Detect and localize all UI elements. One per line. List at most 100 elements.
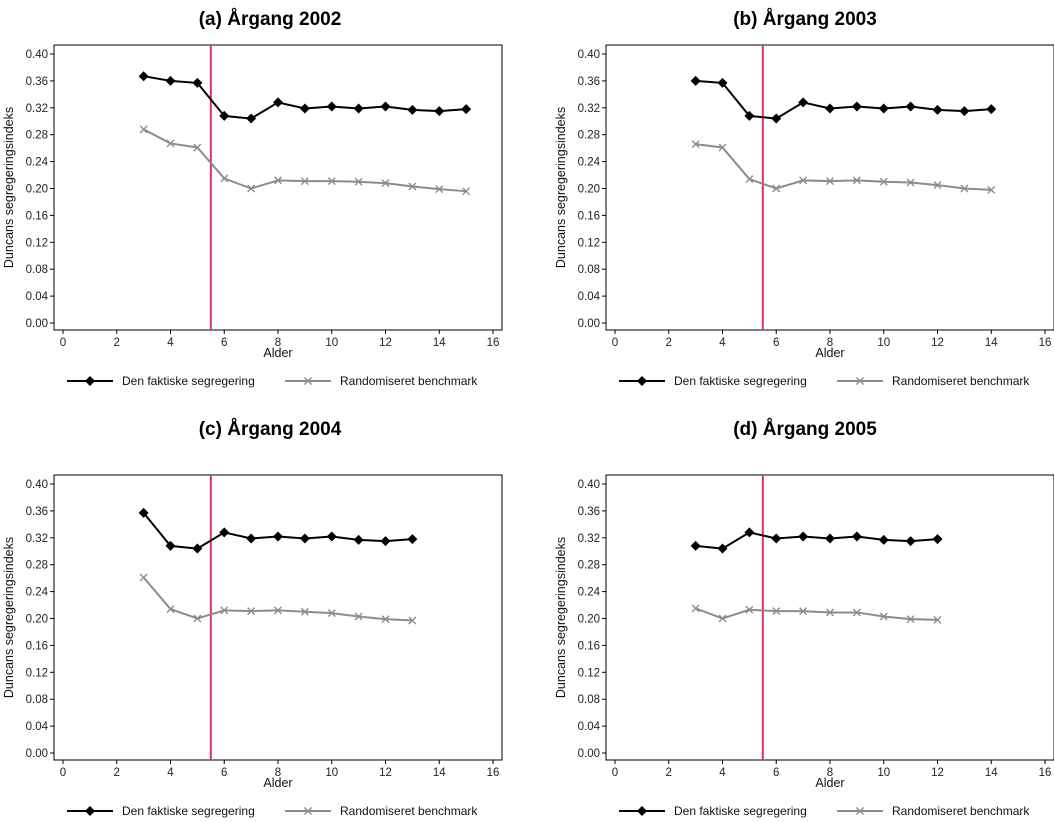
x-tick-label: 4 (719, 767, 726, 779)
data-point-actual (326, 531, 337, 542)
y-tick-label: 0.08 (26, 264, 48, 276)
legend-marker-actual (85, 806, 95, 816)
series-line-benchmark (142, 576, 413, 622)
data-point-actual (219, 110, 230, 121)
y-tick-label: 0.04 (578, 721, 601, 733)
y-tick-label: 0.04 (26, 721, 49, 733)
plot-frame (53, 44, 503, 331)
y-tick-label: 0.12 (578, 667, 600, 679)
y-tick-label: 0.36 (578, 506, 600, 518)
data-point-actual (461, 104, 472, 115)
x-tick-label: 4 (167, 337, 174, 349)
x-tick-label: 14 (985, 337, 998, 349)
data-point-benchmark (139, 573, 148, 582)
chart-title: (a) Årgang 2002 (199, 9, 342, 30)
data-point-benchmark (718, 614, 727, 623)
y-tick-label: 0.28 (578, 560, 600, 572)
data-point-actual (825, 533, 835, 544)
data-point-actual (273, 531, 283, 542)
data-point-actual (407, 534, 418, 545)
series-line-benchmark (695, 607, 938, 621)
x-tick-label: 16 (487, 767, 500, 779)
data-point-benchmark (852, 176, 861, 185)
data-point-actual (138, 507, 149, 518)
x-tick-label: 0 (612, 767, 618, 779)
data-point-benchmark (772, 607, 781, 616)
data-point-benchmark (826, 177, 834, 186)
data-point-actual (353, 534, 364, 545)
data-point-benchmark (274, 606, 282, 615)
data-point-benchmark (193, 614, 202, 623)
data-point-actual (986, 104, 997, 115)
chart-title: (d) Årgang 2005 (733, 419, 877, 440)
y-axis-label: Duncans segregeringsindeks (554, 537, 568, 698)
legend-marker-benchmark (304, 377, 312, 385)
data-point-actual (851, 531, 862, 542)
legend-marker-actual (637, 806, 647, 816)
y-tick-label: 0.00 (26, 748, 48, 760)
data-point-actual (932, 534, 943, 545)
data-point-benchmark (691, 604, 700, 613)
x-tick-label: 0 (60, 767, 66, 779)
data-point-actual (380, 536, 391, 547)
chart-panel-3: (c) Årgang 2004 0.00 0.04 0.08 0.12 0.16 0.20 0… (2, 419, 503, 818)
y-tick-label: 0.20 (578, 614, 600, 626)
data-point-benchmark (799, 176, 808, 185)
x-tick-label: 14 (985, 767, 998, 779)
data-point-benchmark (327, 177, 336, 186)
data-point-actual (380, 101, 391, 112)
data-point-benchmark (300, 177, 309, 186)
y-tick-label: 0.40 (578, 479, 600, 491)
x-tick-label: 10 (877, 767, 890, 779)
x-tick-label: 8 (275, 767, 281, 779)
y-tick-label: 0.40 (578, 49, 600, 61)
chart-panel-4: (d) Årgang 2005 0.00 0.04 0.08 0.12 0.16 0.20 0… (554, 419, 1054, 818)
x-axis-label: Alder (263, 346, 292, 360)
y-tick-label: 0.40 (26, 479, 48, 491)
data-point-actual (246, 113, 257, 124)
y-tick-label: 0.24 (578, 587, 601, 599)
legend-label-actual: Den faktiske segregering (122, 374, 255, 388)
x-tick-label: 8 (827, 767, 833, 779)
x-tick-label: 6 (221, 337, 227, 349)
x-tick-label: 2 (666, 337, 672, 349)
legend: Den faktiske segregering Randomiseret ben… (67, 374, 478, 388)
y-tick-label: 0.32 (578, 103, 600, 115)
data-point-actual (326, 101, 337, 112)
y-tick-label: 0.12 (26, 667, 48, 679)
data-point-benchmark (799, 607, 808, 616)
data-point-actual (851, 101, 862, 112)
data-point-benchmark (274, 176, 282, 185)
y-tick-label: 0.16 (26, 210, 48, 222)
x-tick-label: 12 (379, 767, 392, 779)
series-line-benchmark (695, 143, 992, 191)
data-point-actual (434, 106, 445, 117)
x-tick-label: 6 (221, 767, 227, 779)
y-tick-label: 0.16 (578, 210, 600, 222)
data-point-benchmark (691, 140, 700, 149)
data-point-actual (932, 104, 943, 115)
x-tick-label: 6 (773, 767, 779, 779)
y-tick-label: 0.00 (578, 748, 600, 760)
data-point-actual (878, 103, 889, 114)
series-line-actual (142, 512, 413, 550)
legend: Den faktiske segregering Randomiseret ben… (619, 804, 1030, 818)
data-point-benchmark (408, 616, 417, 625)
data-point-benchmark (139, 125, 148, 134)
data-point-actual (407, 104, 418, 115)
data-point-benchmark (435, 185, 444, 194)
data-point-benchmark (381, 179, 390, 188)
y-axis-label: Duncans segregeringsindeks (554, 107, 568, 268)
y-tick-label: 0.36 (26, 76, 48, 88)
x-tick-label: 16 (1039, 767, 1052, 779)
data-point-benchmark (381, 615, 390, 624)
y-tick-label: 0.16 (578, 640, 600, 652)
data-point-benchmark (960, 184, 969, 193)
y-tick-label: 0.08 (578, 694, 600, 706)
x-tick-label: 2 (114, 337, 120, 349)
data-point-benchmark (408, 182, 417, 191)
x-tick-label: 8 (275, 337, 281, 349)
legend-marker-actual (637, 376, 647, 386)
data-point-actual (717, 77, 728, 88)
chart-title: (c) Årgang 2004 (199, 419, 342, 440)
